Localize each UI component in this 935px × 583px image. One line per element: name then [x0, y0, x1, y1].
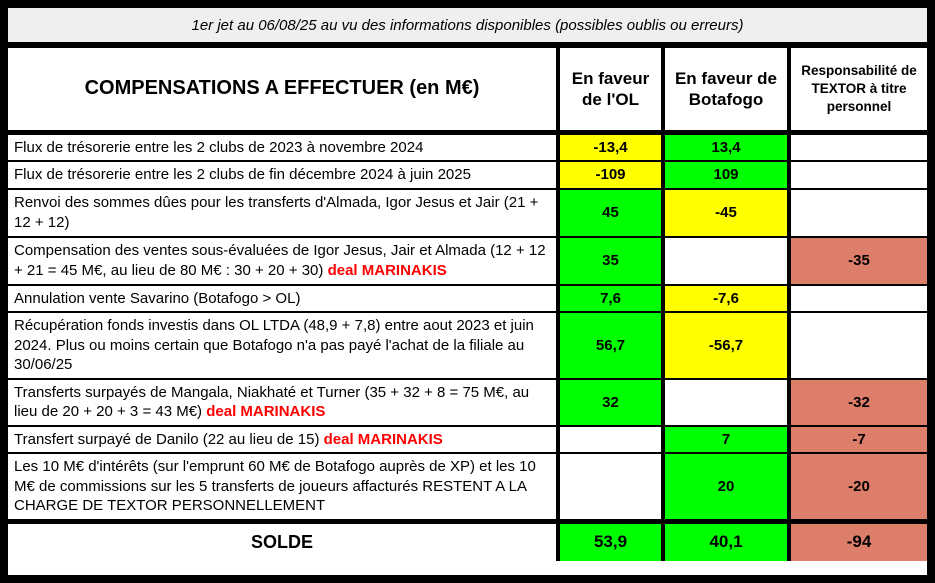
- cell-textor-value: [787, 131, 927, 162]
- table-row: Transferts surpayés de Mangala, Niakhaté…: [8, 377, 927, 427]
- row-label-text: Renvoi des sommes dûes pour les transfer…: [14, 194, 539, 231]
- cell-botafogo-value: 20: [661, 452, 790, 522]
- cell-textor-value: [787, 160, 927, 190]
- cell-ol-value: 7,6: [556, 283, 664, 313]
- row-label: Transfert surpayé de Danilo (22 au lieu …: [8, 424, 559, 454]
- cell-textor-value: -20: [787, 452, 927, 522]
- cell-botafogo-value: 13,4: [661, 131, 790, 162]
- cell-ol-value: -109: [556, 160, 664, 190]
- cell-botafogo-value: 109: [661, 160, 790, 190]
- row-label: Flux de trésorerie entre les 2 clubs de …: [8, 160, 559, 190]
- column-header-botafogo: En faveur de Botafogo: [661, 48, 790, 135]
- cell-ol-value: [556, 452, 664, 522]
- row-label: Transferts surpayés de Mangala, Niakhaté…: [8, 377, 559, 427]
- table-row: Renvoi des sommes dûes pour les transfer…: [8, 187, 927, 238]
- table-title: COMPENSATIONS A EFFECTUER (en M€): [8, 48, 559, 135]
- row-label-text: Transfert surpayé de Danilo (22 au lieu …: [14, 430, 324, 448]
- cell-textor-value: -7: [787, 424, 927, 454]
- cell-textor-value: -35: [787, 235, 927, 286]
- cell-textor-value: -32: [787, 377, 927, 427]
- solde-textor-value: -94: [787, 518, 927, 561]
- row-label-text: Récupération fonds investis dans OL LTDA…: [14, 317, 534, 373]
- solde-ol-value: 53,9: [556, 518, 664, 561]
- column-header-textor: Responsabilité de TEXTOR à titre personn…: [787, 48, 927, 135]
- cell-ol-value: -13,4: [556, 131, 664, 162]
- row-label-highlight: deal MARINAKIS: [206, 403, 326, 420]
- row-label: Compensation des ventes sous-évaluées de…: [8, 235, 559, 286]
- cell-ol-value: 45: [556, 187, 664, 238]
- table-row: Annulation vente Savarino (Botafogo > OL…: [8, 283, 927, 313]
- solde-label: SOLDE: [8, 518, 559, 561]
- cell-botafogo-value: [661, 377, 790, 427]
- solde-botafogo-value: 40,1: [661, 518, 790, 561]
- row-label-text: Flux de trésorerie entre les 2 clubs de …: [14, 138, 424, 156]
- table-row: Flux de trésorerie entre les 2 clubs de …: [8, 160, 927, 190]
- cell-ol-value: 35: [556, 235, 664, 286]
- row-label: Annulation vente Savarino (Botafogo > OL…: [8, 283, 559, 313]
- column-header-ol: En faveur de l'OL: [556, 48, 664, 135]
- table-row: Récupération fonds investis dans OL LTDA…: [8, 311, 927, 380]
- row-label: Les 10 M€ d'intérêts (sur l'emprunt 60 M…: [8, 452, 559, 522]
- row-label-text: Les 10 M€ d'intérêts (sur l'emprunt 60 M…: [14, 458, 536, 514]
- cell-ol-value: 32: [556, 377, 664, 427]
- cell-botafogo-value: -56,7: [661, 311, 790, 380]
- row-label-text: Flux de trésorerie entre les 2 clubs de …: [14, 166, 471, 183]
- solde-row: SOLDE 53,9 40,1 -94: [8, 518, 927, 561]
- banner-note: 1er jet au 06/08/25 au vu des informatio…: [8, 8, 927, 48]
- cell-ol-value: 56,7: [556, 311, 664, 380]
- header-row: COMPENSATIONS A EFFECTUER (en M€) En fav…: [8, 48, 927, 135]
- table-row: Les 10 M€ d'intérêts (sur l'emprunt 60 M…: [8, 452, 927, 522]
- table-row: Flux de trésorerie entre les 2 clubs de …: [8, 131, 927, 162]
- cell-textor-value: [787, 283, 927, 313]
- row-label-highlight: deal MARINAKIS: [323, 430, 443, 448]
- row-label-highlight: deal MARINAKIS: [327, 261, 447, 279]
- row-label: Flux de trésorerie entre les 2 clubs de …: [8, 131, 559, 162]
- cell-botafogo-value: -7,6: [661, 283, 790, 313]
- cell-botafogo-value: -45: [661, 187, 790, 238]
- row-label: Récupération fonds investis dans OL LTDA…: [8, 311, 559, 380]
- table-row: Transfert surpayé de Danilo (22 au lieu …: [8, 424, 927, 454]
- cell-botafogo-value: [661, 235, 790, 286]
- row-label-text: Compensation des ventes sous-évaluées de…: [14, 242, 546, 279]
- row-label: Renvoi des sommes dûes pour les transfer…: [8, 187, 559, 238]
- cell-botafogo-value: 7: [661, 424, 790, 454]
- cell-ol-value: [556, 424, 664, 454]
- row-label-text: Annulation vente Savarino (Botafogo > OL…: [14, 289, 301, 307]
- compensation-table: COMPENSATIONS A EFFECTUER (en M€) En fav…: [8, 48, 927, 561]
- row-label-text: Transferts surpayés de Mangala, Niakhaté…: [14, 383, 530, 421]
- table-row: Compensation des ventes sous-évaluées de…: [8, 235, 927, 286]
- cell-textor-value: [787, 187, 927, 238]
- cell-textor-value: [787, 311, 927, 380]
